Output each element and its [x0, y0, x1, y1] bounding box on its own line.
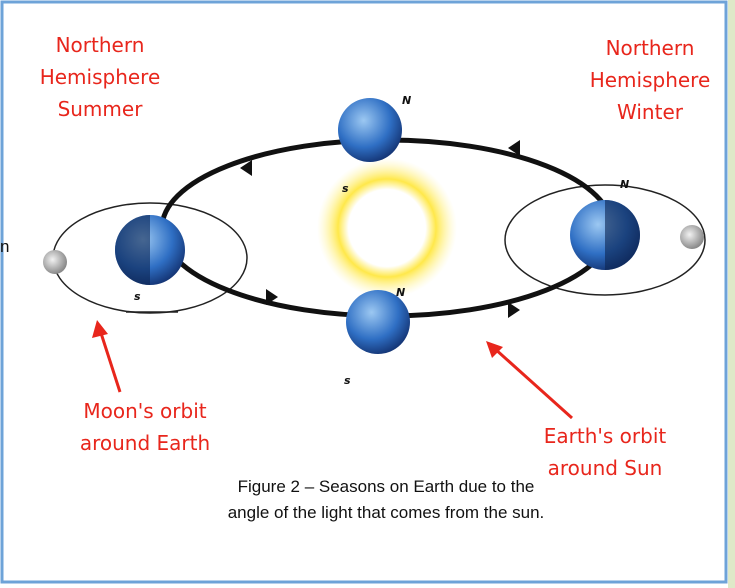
- moon-orbit-label: around Earth: [80, 431, 210, 455]
- sun: [317, 158, 457, 298]
- earth: [338, 98, 402, 162]
- earth-orbit-label: Earth's orbit: [544, 424, 667, 448]
- winter-label: Winter: [617, 100, 684, 124]
- earth: [346, 290, 410, 354]
- winter-label: Northern: [606, 36, 695, 60]
- moon: [680, 225, 704, 249]
- moon-orbit-label: Moon's orbit: [83, 399, 206, 423]
- pole-label: N: [620, 178, 629, 191]
- side-strip: [728, 0, 735, 588]
- pole-label: N: [396, 286, 405, 299]
- fragment: n: [0, 237, 9, 256]
- pole-label: s: [342, 182, 349, 195]
- caption: Figure 2 – Seasons on Earth due to the: [238, 477, 535, 496]
- summer-label: Hemisphere: [40, 65, 161, 89]
- summer-label: Northern: [56, 33, 145, 57]
- winter-label: Hemisphere: [590, 68, 711, 92]
- pole-label: s: [344, 374, 351, 387]
- caption: angle of the light that comes from the s…: [228, 503, 545, 522]
- pole-label: N: [402, 94, 411, 107]
- earth-orbit-label: around Sun: [548, 456, 663, 480]
- summer-label: Summer: [58, 97, 144, 121]
- moon: [43, 250, 67, 274]
- pole-label: s: [134, 290, 141, 303]
- figure: N s N N s s n Northern Hemisphere Summer…: [0, 0, 735, 588]
